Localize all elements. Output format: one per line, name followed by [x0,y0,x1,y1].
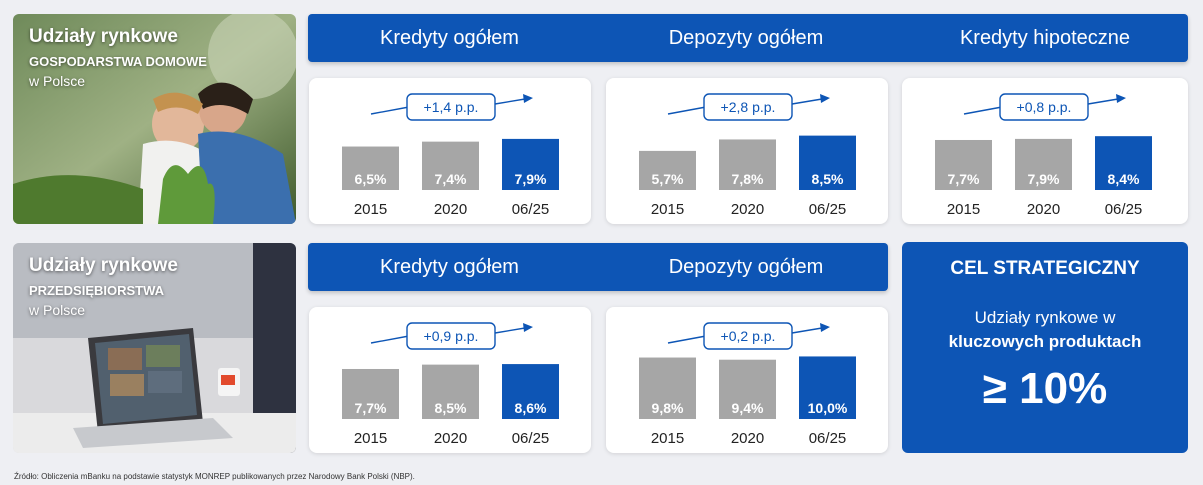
x-tick-label: 06/25 [512,430,550,447]
bar-2015 [639,357,696,419]
bar-value-label: 7,7% [948,171,980,187]
x-tick-label: 06/25 [809,430,847,447]
chart-card-business-loans: 7,7% 2015 8,5% 2020 8,6% 06/25 +0,9 p.p. [309,307,591,453]
bar-06/25 [1095,136,1152,190]
x-tick-label: 2020 [731,430,764,447]
row1-subtitle: GOSPODARSTWA DOMOWE [29,54,207,69]
bar-06/25 [502,364,559,419]
row2-location: w Polsce [29,302,86,318]
bar-2015 [342,146,399,190]
x-tick-label: 2015 [947,201,980,218]
change-badge [406,322,496,350]
bar-value-label: 9,4% [732,400,764,416]
bar-value-label: 7,9% [1028,171,1060,187]
row2-header-1: Kredyty ogółem [380,256,519,278]
bar-2015 [935,139,992,190]
bar-value-label: 8,5% [435,400,467,416]
change-badge [999,93,1089,121]
goal-value: ≥ 10% [982,364,1108,413]
row1-title: Udziały rynkowe [29,26,178,47]
change-badge-label: +1,4 p.p. [424,99,479,115]
bar-2020 [422,364,479,419]
trend-arrow-head [523,94,533,103]
row1-header-2: Depozyty ogółem [668,27,824,49]
change-badge [703,322,793,350]
bar-06/25 [799,356,856,419]
source-footnote: Źródło: Obliczenia mBanku na podstawie s… [14,472,415,481]
trend-arrow-head [1116,94,1126,103]
household-photo: Udziały rynkowe GOSPODARSTWA DOMOWE w Po… [13,14,296,224]
bar-value-label: 8,5% [812,171,844,187]
change-badge-label: +0,2 p.p. [721,328,776,344]
change-badge-label: +0,9 p.p. [424,328,479,344]
row1-header-band: Kredyty ogółem Depozyty ogółem Kredyty h… [308,14,1188,62]
bar-2015 [342,368,399,419]
bar-value-label: 10,0% [808,400,848,416]
x-tick-label: 2015 [651,430,684,447]
goal-title: CEL STRATEGICZNY [950,258,1140,279]
chart-card-household-deposits: 5,7% 2015 7,8% 2020 8,5% 06/25 +2,8 p.p. [606,78,888,224]
change-badge-label: +0,8 p.p. [1017,99,1072,115]
row2-title: Udziały rynkowe [29,255,178,276]
row1-location: w Polsce [29,73,86,89]
x-tick-label: 2015 [354,201,387,218]
bar-value-label: 9,8% [652,400,684,416]
change-badge [406,93,496,121]
bar-2020 [719,359,776,419]
change-badge [703,93,793,121]
bar-2020 [422,141,479,190]
x-tick-label: 2020 [731,201,764,218]
bar-2020 [1015,138,1072,190]
chart-card-household-loans: 6,5% 2015 7,4% 2020 7,9% 06/25 +1,4 p.p. [309,78,591,224]
business-photo: Udziały rynkowe PRZEDSIĘBIORSTWA w Polsc… [13,243,296,453]
trend-arrow-head [523,323,533,332]
x-tick-label: 06/25 [1105,201,1143,218]
row2-header-2: Depozyty ogółem [668,256,824,278]
bar-2020 [719,139,776,190]
x-tick-label: 2020 [434,430,467,447]
bar-value-label: 8,4% [1108,171,1140,187]
row2-subtitle: PRZEDSIĘBIORSTWA [29,283,165,298]
bar-value-label: 7,8% [732,171,764,187]
bar-value-label: 6,5% [355,171,387,187]
goal-line-1: Udziały rynkowe w [974,308,1116,327]
x-tick-label: 06/25 [809,201,847,218]
household-photo-image [13,14,296,224]
bar-value-label: 7,4% [435,171,467,187]
goal-line-2: kluczowych produktach [948,332,1142,351]
bar-value-label: 5,7% [652,171,684,187]
bar-value-label: 8,6% [515,400,547,416]
bar-value-label: 7,7% [355,400,387,416]
row1-header-3: Kredyty hipoteczne [959,27,1131,49]
row2-header-band: Kredyty ogółem Depozyty ogółem [308,243,888,291]
bar-2015 [639,150,696,190]
trend-arrow-head [820,94,830,103]
trend-arrow-head [820,323,830,332]
x-tick-label: 2015 [354,430,387,447]
chart-card-business-deposits: 9,8% 2015 9,4% 2020 10,0% 06/25 +0,2 p.p. [606,307,888,453]
bar-value-label: 7,9% [515,171,547,187]
business-photo-image [13,243,296,453]
row1-header-1: Kredyty ogółem [380,27,519,49]
bar-06/25 [502,138,559,190]
x-tick-label: 06/25 [512,201,550,218]
x-tick-label: 2020 [1027,201,1060,218]
chart-card-mortgages: 7,7% 2015 7,9% 2020 8,4% 06/25 +0,8 p.p. [902,78,1188,224]
bar-06/25 [799,135,856,190]
strategic-goal-box: CEL STRATEGICZNY Udziały rynkowe w klucz… [902,242,1188,453]
x-tick-label: 2020 [434,201,467,218]
x-tick-label: 2015 [651,201,684,218]
change-badge-label: +2,8 p.p. [721,99,776,115]
